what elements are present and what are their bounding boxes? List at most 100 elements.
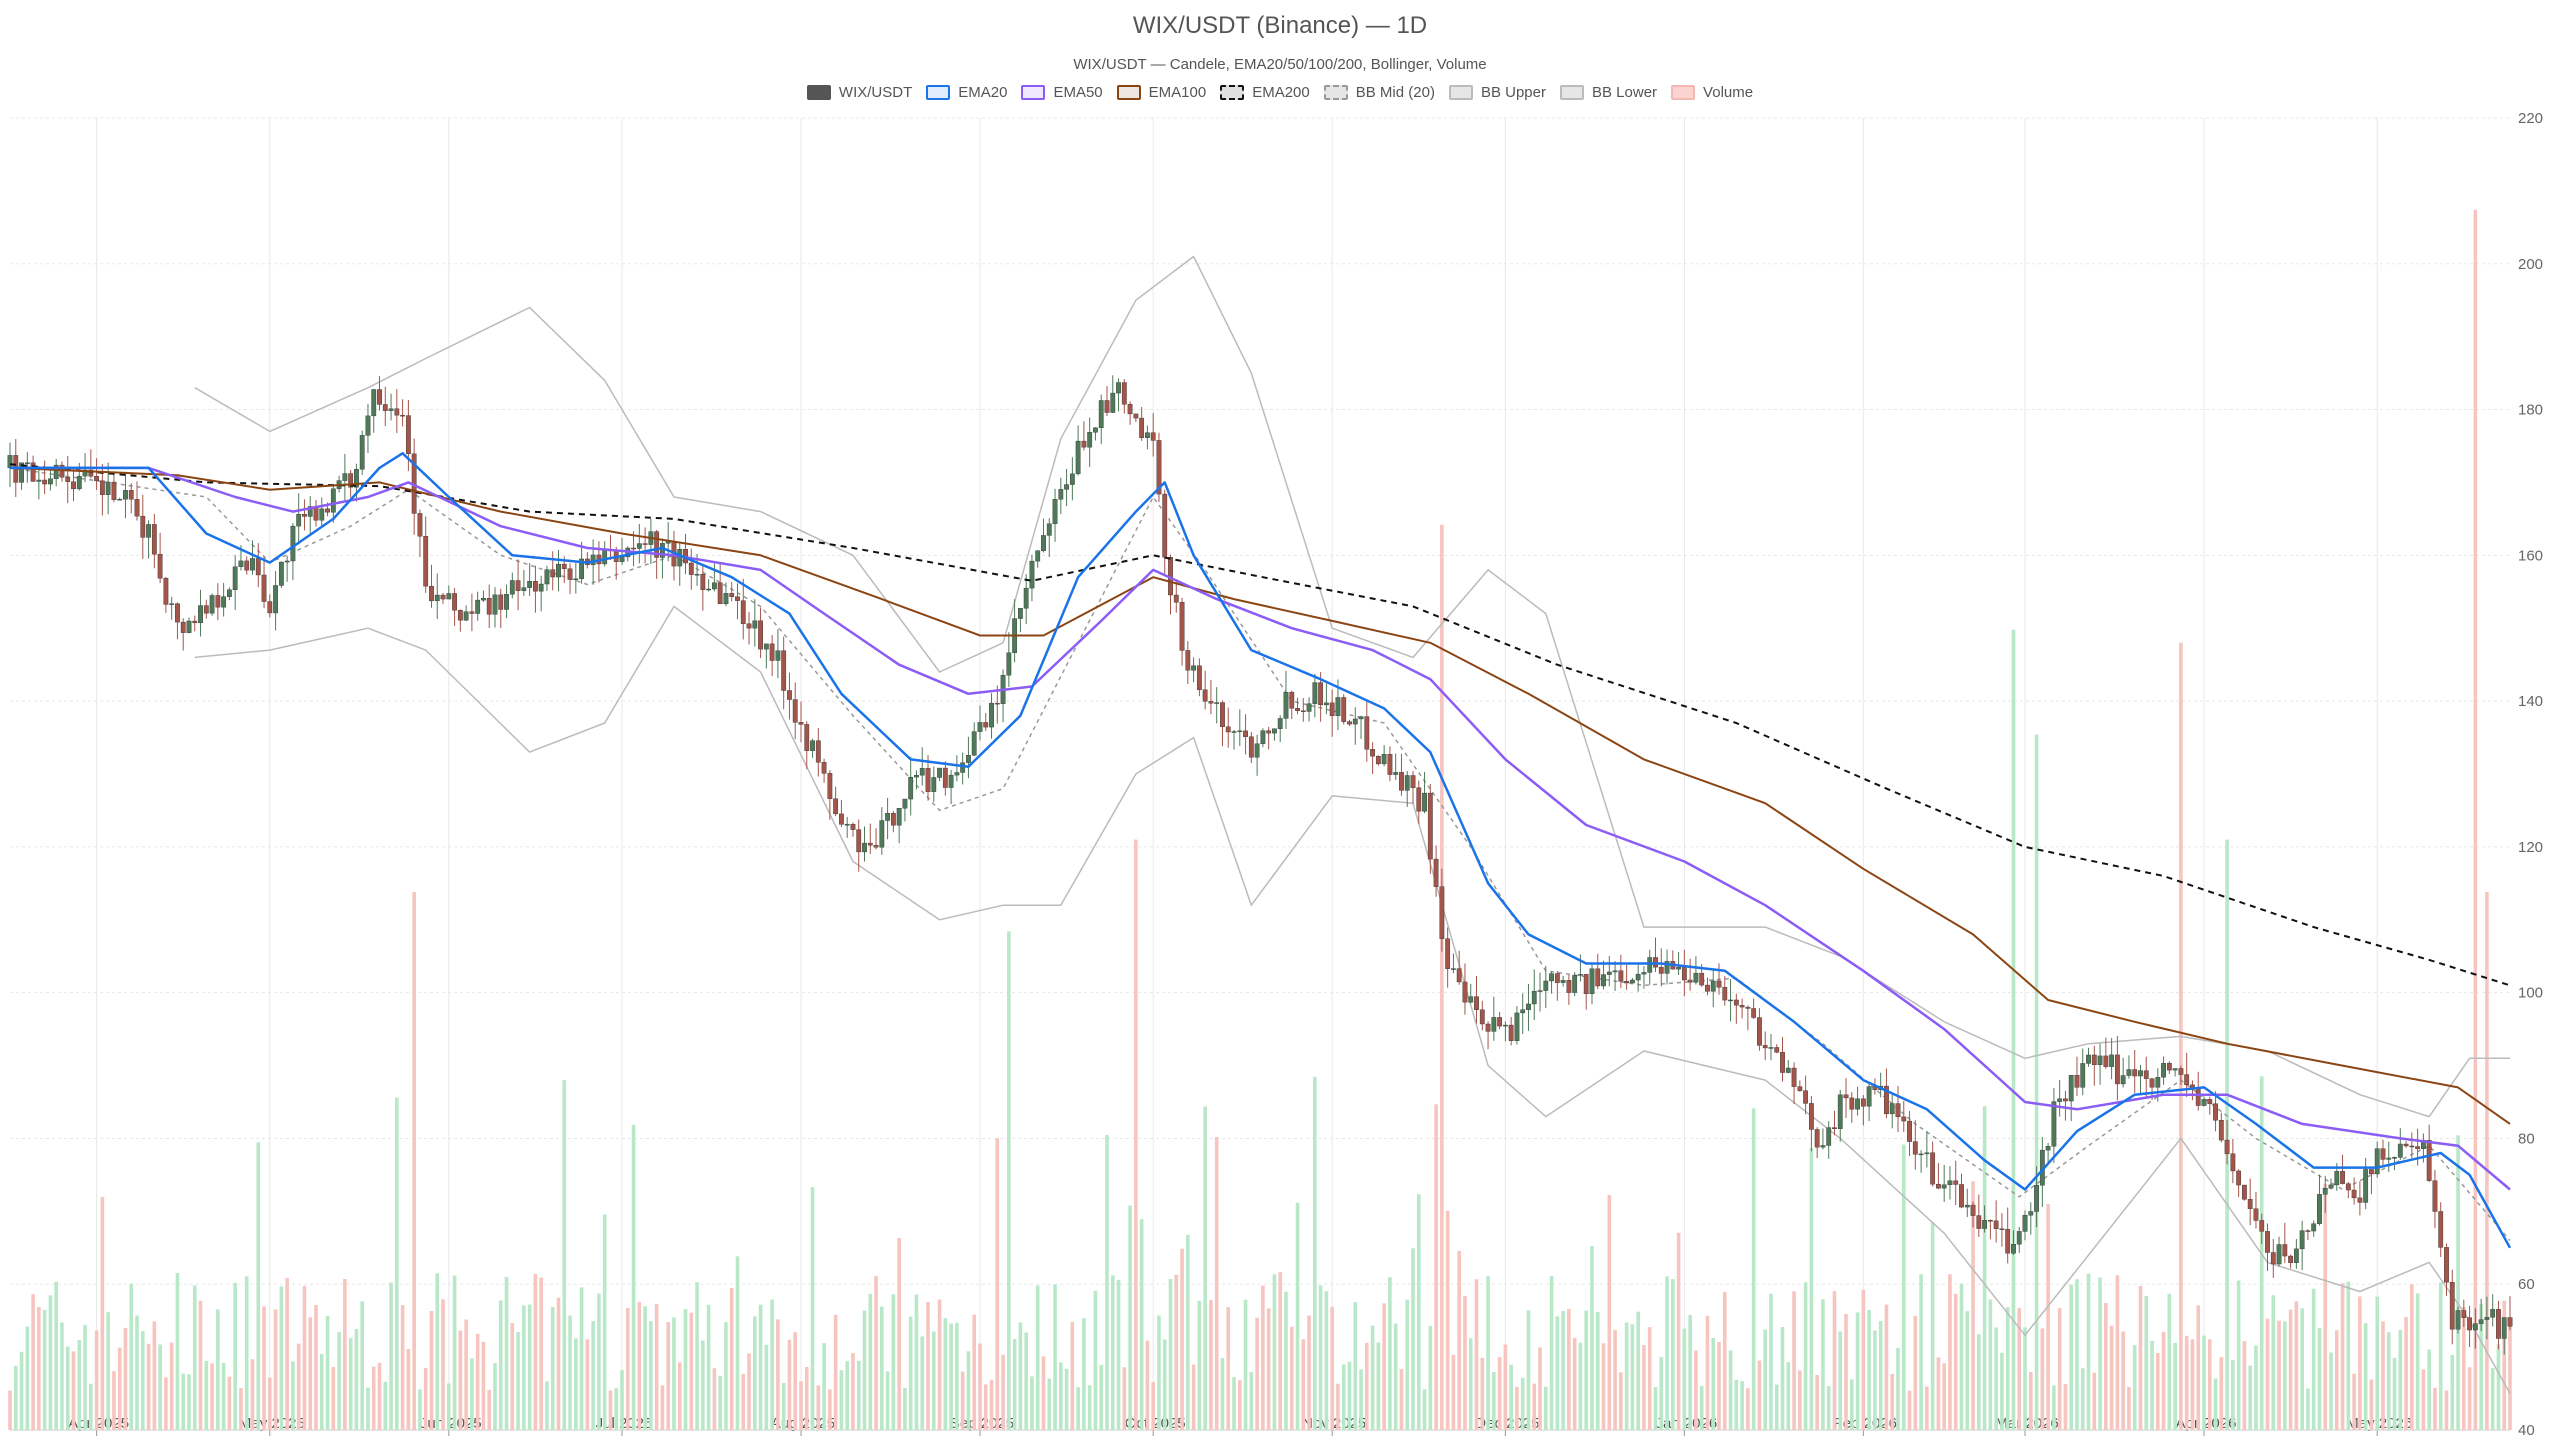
volume-bar — [1318, 1285, 1323, 1430]
volume-bar — [1953, 1293, 1958, 1430]
candle-body — [579, 558, 584, 580]
volume-bar — [169, 1342, 174, 1430]
candle-body — [221, 596, 227, 608]
volume-bar — [2132, 1345, 2137, 1430]
volume-bar — [672, 1317, 676, 1430]
candle-body — [1023, 587, 1029, 609]
candle-body — [1335, 697, 1341, 716]
legend-item[interactable]: EMA200 — [1220, 84, 1310, 101]
volume-bar — [1053, 1284, 1057, 1430]
candle-body — [1733, 999, 1739, 1006]
volume-bar — [706, 1304, 711, 1430]
volume-bar — [2502, 1300, 2507, 1430]
volume-bar — [591, 1321, 595, 1430]
legend-item[interactable]: EMA20 — [926, 84, 1007, 101]
legend-item[interactable]: EMA50 — [1021, 84, 1103, 101]
candle-body — [65, 477, 71, 482]
legend-item[interactable]: BB Upper — [1448, 84, 1546, 101]
candle-body — [1889, 1103, 1895, 1115]
volume-bar — [2427, 1349, 2431, 1430]
volume-bar — [2467, 1367, 2472, 1430]
legend-label: BB Lower — [1592, 84, 1658, 101]
candle-body — [1803, 1090, 1809, 1104]
legend-item[interactable]: BB Lower — [1560, 84, 1657, 101]
volume-bar — [539, 1277, 543, 1430]
chart-subtitle: WIX/USDT — Candele, EMA20/50/100/200, Bo… — [1073, 56, 1487, 73]
volume-bar — [597, 1293, 601, 1430]
volume-bar — [2167, 1293, 2172, 1430]
volume-bar — [614, 1388, 619, 1430]
legend-label: EMA100 — [1148, 84, 1207, 101]
candle-body — [1554, 973, 1560, 983]
volume-bar — [400, 1305, 405, 1430]
candle-body — [198, 605, 203, 624]
volume-bar — [412, 892, 416, 1430]
candle-body — [1462, 981, 1468, 1003]
candle-body — [1543, 980, 1549, 991]
volume-bar — [2386, 1332, 2391, 1430]
volume-bar — [2473, 209, 2478, 1431]
candle-body — [885, 812, 890, 821]
volume-bar — [839, 1370, 844, 1430]
volume-bar — [187, 1374, 191, 1430]
volume-bar — [2288, 1309, 2293, 1430]
candle-body — [1358, 716, 1364, 720]
volume-bar — [2063, 1384, 2068, 1430]
candle-body — [2068, 1075, 2074, 1102]
candle-body — [123, 490, 128, 500]
volume-bar — [1030, 1376, 1034, 1430]
volume-bar — [1878, 1320, 1883, 1430]
candle-body — [1572, 975, 1578, 993]
volume-bar — [1705, 1315, 1710, 1430]
candle-body — [226, 589, 232, 597]
volume-bar — [279, 1286, 284, 1430]
candle-body — [642, 543, 648, 545]
legend-label: Volume — [1703, 84, 1754, 101]
candle-body — [2114, 1054, 2120, 1085]
legend-item[interactable]: EMA100 — [1116, 84, 1207, 101]
volume-bar — [1393, 1323, 1398, 1430]
volume-bar — [233, 1282, 237, 1430]
candle-body — [2091, 1054, 2097, 1065]
volume-bar — [885, 1371, 890, 1430]
y-tick-label: 180 — [2518, 402, 2543, 419]
volume-bar — [1070, 1321, 1075, 1430]
candle-body — [2467, 1317, 2472, 1331]
volume-bar — [625, 1308, 630, 1430]
legend-item[interactable]: Volume — [1671, 84, 1753, 101]
legend-swatch — [1671, 85, 1696, 100]
candle-body — [1808, 1103, 1814, 1130]
volume-bar — [1930, 1222, 1935, 1430]
legend-label: BB Mid (20) — [1355, 84, 1435, 101]
volume-bar — [683, 1309, 688, 1430]
legend-label: EMA20 — [958, 84, 1008, 101]
volume-bar — [978, 1343, 982, 1430]
candle-body — [481, 598, 486, 601]
candle-body — [2380, 1148, 2386, 1160]
candle-body — [804, 724, 810, 751]
candle-body — [919, 768, 925, 776]
volume-bar — [949, 1323, 953, 1430]
legend-item[interactable]: BB Mid (20) — [1323, 84, 1435, 101]
volume-bar — [2294, 1301, 2299, 1430]
candle-body — [2161, 1063, 2166, 1078]
legend-item[interactable]: WIX/USDT — [806, 84, 912, 101]
candle-body — [117, 498, 123, 501]
volume-bar — [960, 1371, 965, 1430]
candle-body — [382, 404, 388, 411]
candle-body — [538, 583, 544, 592]
candle-body — [1479, 1009, 1485, 1025]
volume-bar — [1047, 1378, 1052, 1430]
y-tick-label: 80 — [2518, 1130, 2535, 1147]
legend-label: EMA50 — [1053, 84, 1103, 101]
candle-body — [1676, 967, 1681, 970]
volume-bar — [1630, 1324, 1635, 1430]
candle-body — [405, 415, 411, 455]
volume-bar — [8, 1390, 12, 1430]
candle-body — [2288, 1255, 2294, 1263]
volume-bar — [65, 1346, 70, 1430]
candle-body — [1687, 979, 1693, 983]
volume-bar — [1272, 1274, 1277, 1430]
candle-body — [636, 543, 642, 549]
